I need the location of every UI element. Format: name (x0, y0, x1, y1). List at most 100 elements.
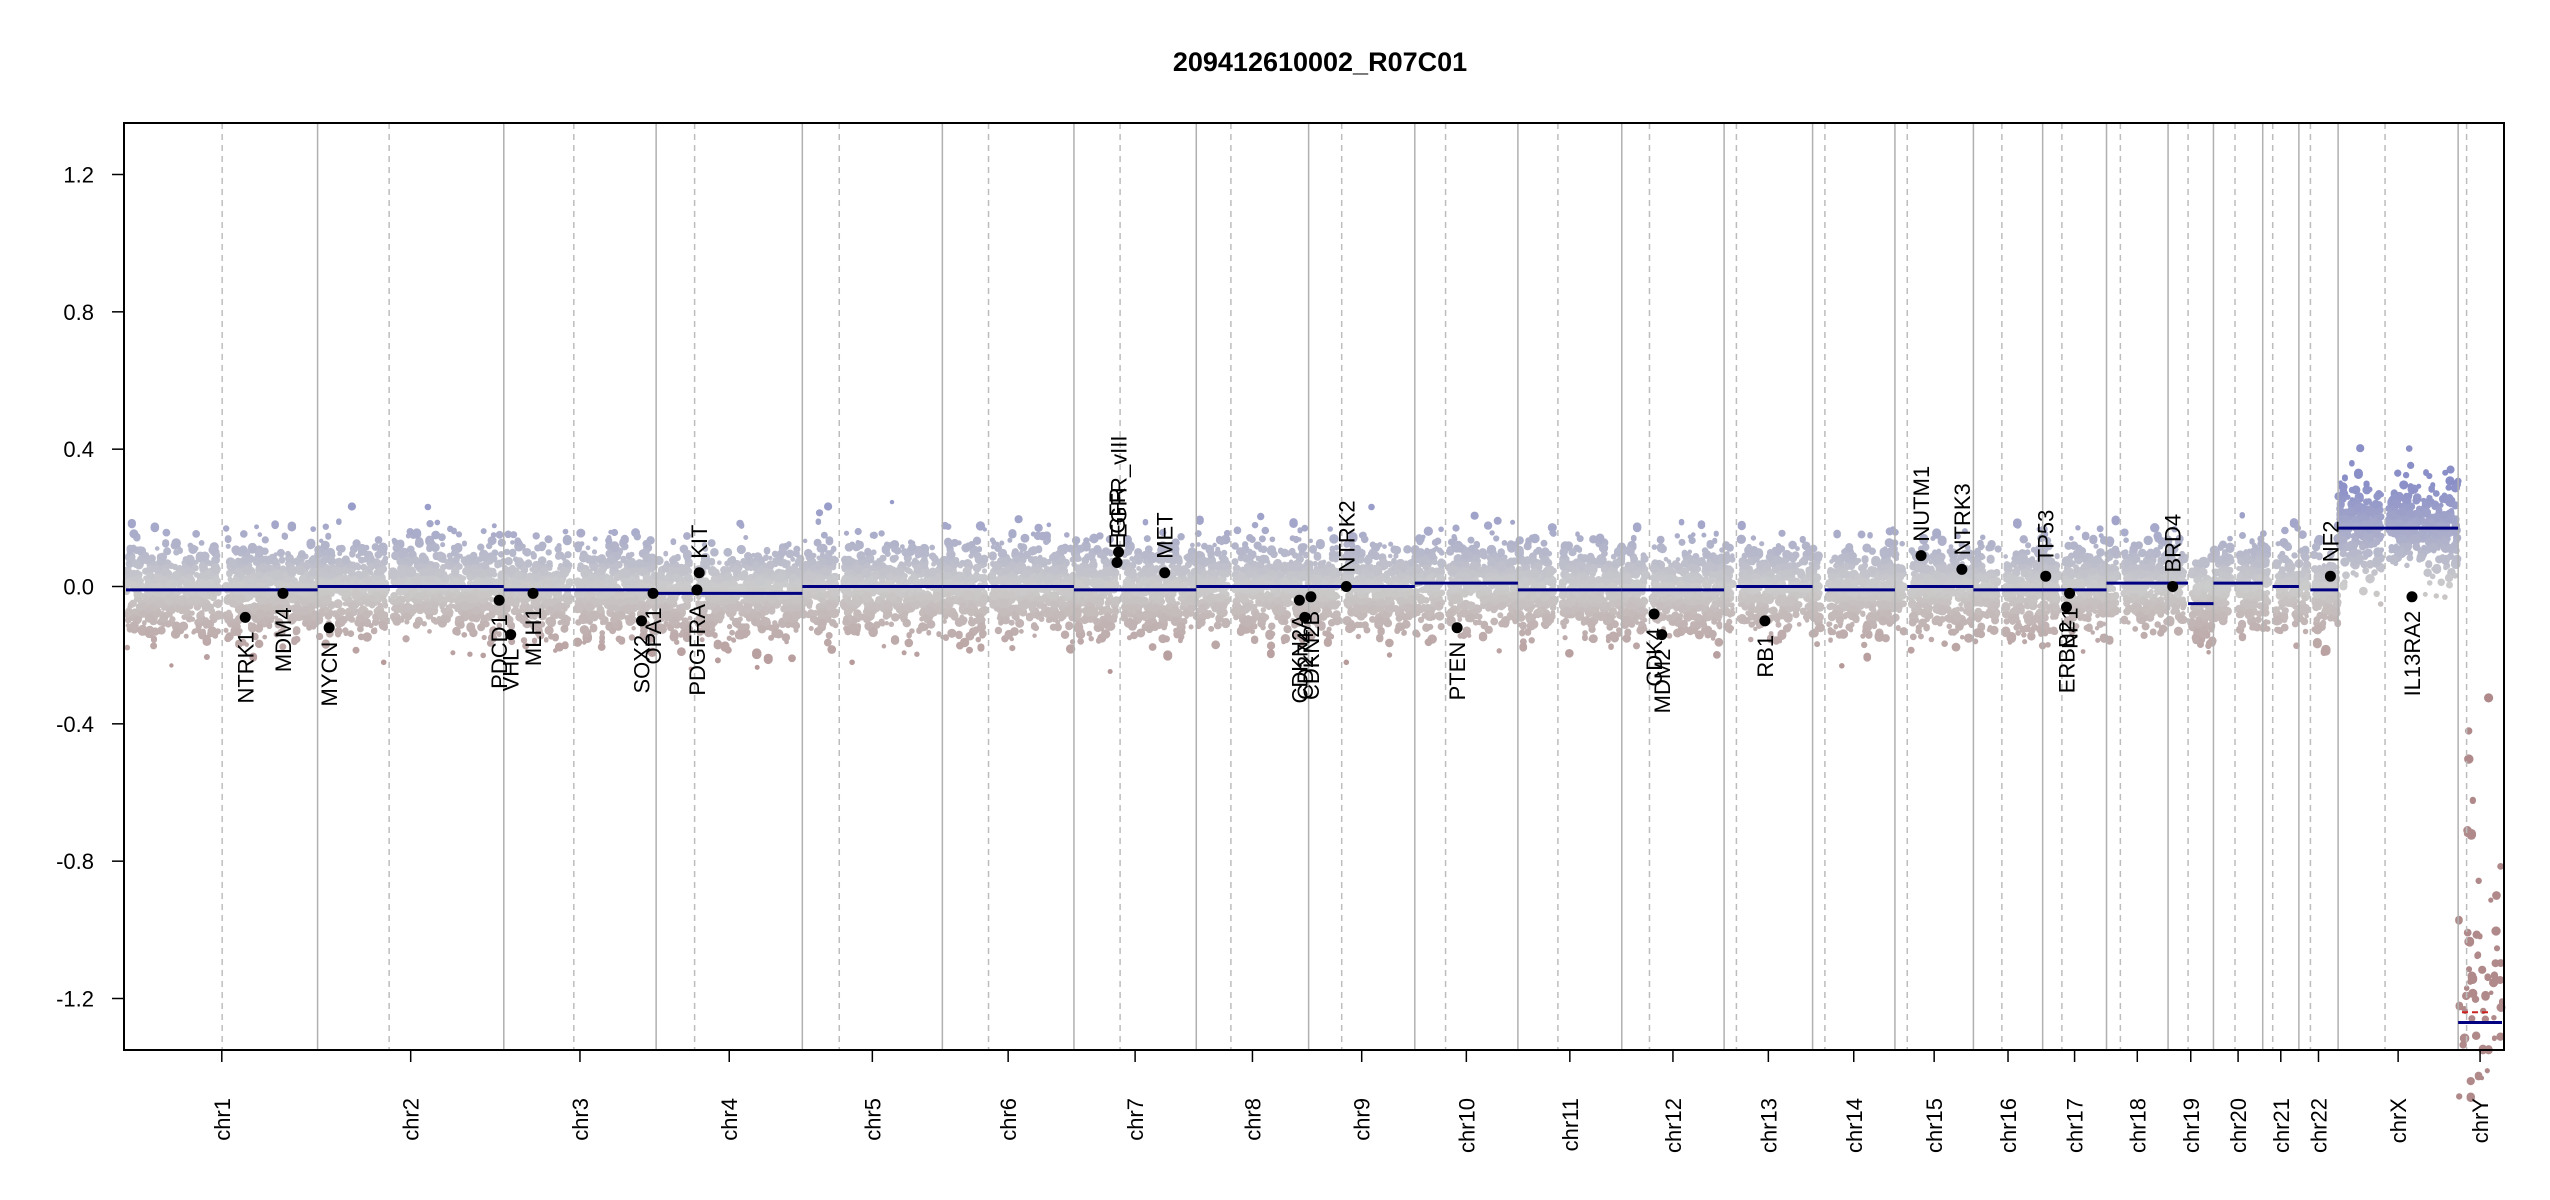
x-tick-label-chr16: chr16 (1996, 1098, 2021, 1153)
probe-points-chr16 (1977, 539, 1984, 547)
probe-points-chr15 (1919, 534, 1929, 545)
probe-points-chr13 (1736, 534, 1806, 544)
probe-points-chr3 (502, 610, 660, 622)
probe-points-chr2 (409, 589, 416, 595)
probe-points-chr14 (1867, 531, 1873, 539)
probe-points-chr3 (576, 528, 586, 538)
probe-points-chr19 (2200, 625, 2215, 633)
probe-points-chr15 (1925, 588, 1934, 596)
probe-points-chr8 (1195, 549, 1278, 559)
probe-points-chr7 (1090, 607, 1195, 618)
probe-points-chr3 (562, 528, 569, 535)
probe-points-chr9 (1378, 599, 1385, 607)
probe-points-chr18 (2138, 616, 2146, 625)
probe-points-chr8 (1238, 626, 1250, 634)
y-tick-label: -0.8 (56, 849, 94, 874)
probe-points-chr11 (1543, 616, 1553, 627)
y-tick-label: -1.2 (56, 987, 94, 1012)
probe-points-chr16 (1973, 548, 2042, 557)
gene-point-MYCN (323, 622, 335, 634)
probe-points-chr1 (144, 613, 310, 623)
probe-points-chr4 (670, 538, 677, 546)
probe-points-chr8 (1199, 588, 1306, 599)
probe-points-chr5 (889, 499, 895, 505)
probe-points-chrX (2340, 493, 2454, 504)
probe-points-chr22 (2295, 603, 2341, 614)
probe-points-chr10 (1424, 638, 1433, 647)
probe-points-chr12 (1701, 532, 1707, 538)
probe-points-chr15 (1909, 602, 1974, 611)
probe-points-chr10 (1423, 547, 1480, 556)
probe-points-chr8 (1266, 545, 1284, 556)
probe-points-chr5 (843, 530, 850, 536)
probe-points-chr8 (1234, 528, 1239, 534)
probe-points-chr8 (1251, 521, 1259, 529)
probe-points-chr12 (1687, 534, 1693, 540)
probe-points-chr15 (1931, 570, 1964, 580)
probe-points-chr14 (1846, 547, 1894, 558)
probe-points-chr14 (1839, 569, 1849, 579)
probe-points-chr11 (1527, 591, 1625, 602)
probe-points-chr20 (2239, 532, 2246, 539)
probe-points-chr5 (881, 643, 887, 649)
probe-points-chr9 (1353, 561, 1408, 573)
probe-points-chr4 (743, 535, 749, 540)
probe-points-chr13 (1724, 564, 1729, 570)
probe-points-chrX (2349, 548, 2414, 558)
probe-points-chr17 (2050, 572, 2110, 583)
probe-points-chr9 (1329, 570, 1337, 577)
probe-points-chr7 (1165, 543, 1176, 553)
probe-points-chr20 (2237, 619, 2247, 630)
probe-points-chr15 (1918, 545, 1924, 552)
probe-points-chrX (2429, 573, 2436, 580)
gene-point-PDGFRA (691, 584, 703, 596)
probe-points-chr18 (2105, 579, 2172, 591)
probe-points-chr8 (1211, 640, 1221, 650)
probe-points-chr10 (1425, 559, 1512, 570)
probe-points-chr9 (1343, 659, 1350, 666)
probe-points-chr9 (1307, 594, 1414, 606)
probe-points-chr6 (972, 536, 982, 546)
probe-points-chr1 (231, 623, 264, 633)
probe-points-chr3 (639, 631, 649, 641)
probe-points-chr15 (1946, 622, 1975, 630)
chart-title: 209412610002_R07C01 (1173, 47, 1467, 77)
gene-label-NTRK1: NTRK1 (233, 631, 258, 703)
probe-points-chr3 (520, 605, 628, 615)
probe-points-chr12 (1638, 612, 1703, 622)
probe-points-chr11 (1520, 576, 1557, 586)
probe-points-chr14 (1809, 591, 1839, 600)
probe-points-chr7 (1073, 540, 1195, 553)
probe-points-chr11 (1519, 590, 1621, 601)
gene-label-RB1: RB1 (1753, 635, 1778, 678)
probe-points-chr8 (1257, 512, 1265, 521)
gene-label-SOX2: SOX2 (630, 635, 655, 694)
probe-points-chr4 (752, 561, 760, 570)
probe-points-chr20 (2255, 616, 2262, 624)
probe-points-chr3 (633, 533, 641, 541)
probe-points-chr4 (660, 573, 768, 584)
probe-points-chr10 (1414, 631, 1468, 640)
gene-point-ERBB2 (2061, 601, 2073, 613)
probe-points-chr8 (1215, 534, 1302, 545)
probe-points-chr13 (1778, 529, 1786, 537)
probe-points-chr7 (1134, 555, 1178, 565)
probe-points-chr21 (2286, 562, 2296, 572)
probe-points-chr18 (2120, 528, 2129, 537)
probe-points-chr6 (945, 523, 1043, 533)
probe-points-chr18 (2113, 550, 2154, 560)
probe-points-chr6 (1021, 569, 1029, 578)
probe-points-chr18 (2105, 635, 2114, 645)
probe-points-chr6 (942, 610, 1067, 621)
probe-points-chr3 (517, 577, 618, 588)
probe-points-chr11 (1525, 592, 1610, 604)
probe-points-chr8 (1266, 649, 1275, 659)
probe-points-chr16 (1989, 576, 2011, 587)
probe-points-chr12 (1714, 637, 1724, 647)
probe-points-chr21 (2291, 571, 2297, 579)
probe-points-chr18 (2107, 547, 2155, 558)
probe-points-chr9 (1357, 557, 1365, 564)
probe-points-chr7 (1089, 533, 1151, 544)
probe-points-chr7 (1177, 622, 1183, 629)
probe-points-chr8 (1200, 570, 1309, 582)
